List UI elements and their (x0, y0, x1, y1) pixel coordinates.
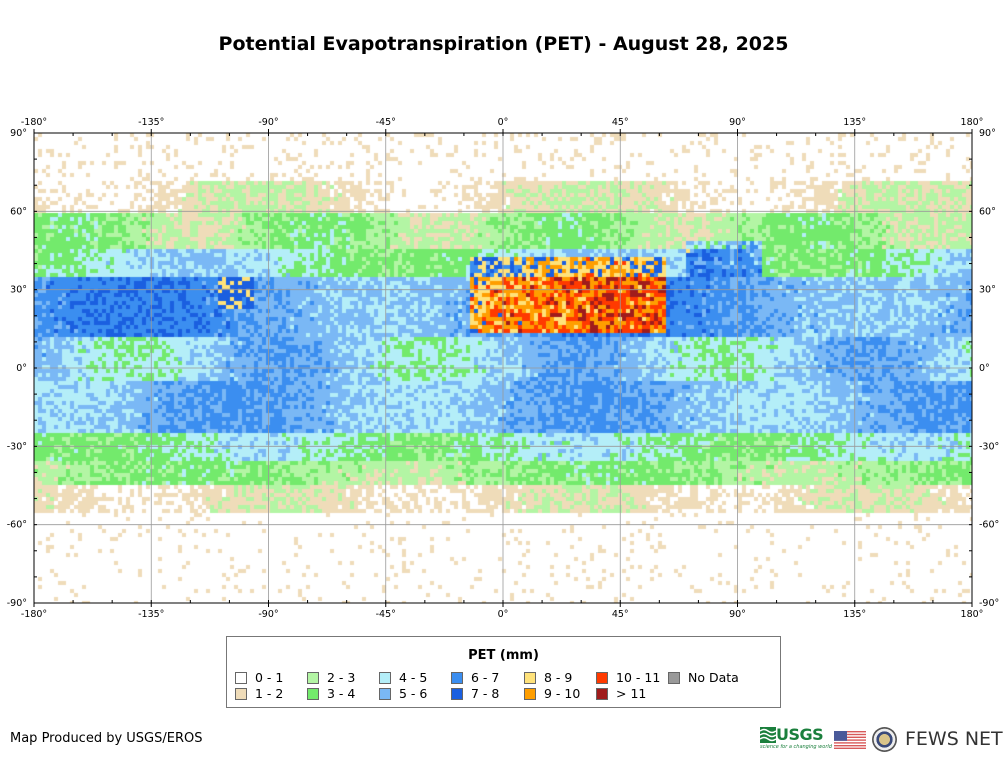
legend-label: 5 - 6 (399, 686, 428, 701)
lon-tick-label-top: 135° (843, 117, 866, 128)
legend-item: 5 - 6 (379, 686, 427, 701)
map-border (33, 132, 973, 604)
legend-item: 4 - 5 (379, 670, 427, 685)
legend-label: 8 - 9 (544, 670, 573, 685)
state-department-seal-icon (872, 727, 897, 752)
lon-tick-label-top: 180° (961, 117, 984, 128)
lon-tick-label-bottom: 45° (612, 609, 629, 620)
lat-tick-label-left: -90° (7, 598, 27, 609)
lon-tick-label-top: 45° (612, 117, 629, 128)
legend-swatch (379, 687, 391, 700)
legend-item: 9 - 10 (524, 686, 580, 701)
legend-swatch (307, 671, 319, 684)
lat-tick-label-left: 0° (16, 363, 27, 374)
legend-swatch (524, 687, 536, 700)
legend-swatch (235, 671, 247, 684)
legend-swatch (668, 671, 680, 684)
legend-swatch (524, 671, 536, 684)
lon-tick-label-top: 90° (729, 117, 746, 128)
legend-item: No Data (668, 670, 739, 685)
legend-swatch (307, 687, 319, 700)
legend-item: 2 - 3 (307, 670, 355, 685)
lon-tick-label-top: -90° (258, 117, 278, 128)
legend-label: 3 - 4 (327, 686, 356, 701)
legend-label: 7 - 8 (471, 686, 500, 701)
legend-swatch (451, 687, 463, 700)
legend-swatch (596, 687, 608, 700)
lon-tick-label-bottom: -90° (258, 609, 278, 620)
lon-tick-label-bottom: -135° (138, 609, 164, 620)
legend-swatch (596, 671, 608, 684)
legend-label: > 11 (616, 686, 647, 701)
legend-item: 10 - 11 (596, 670, 660, 685)
legend-item: 0 - 1 (235, 670, 283, 685)
lat-tick-label-right: -90° (979, 598, 999, 609)
lon-tick-label-bottom: 135° (843, 609, 866, 620)
lon-tick-label-top: -135° (138, 117, 164, 128)
lon-tick-label-bottom: -45° (376, 609, 396, 620)
lat-tick-label-left: 30° (10, 285, 27, 296)
usgs-logo: USGS science for a changing world (760, 725, 832, 750)
map-frame: -180° -180° -135° -135° -90° -90° -45° -45° 0° 0°… (7, 117, 1000, 620)
lon-tick-label-top: 0° (498, 117, 509, 128)
fews-net-logo: FEWS NET (905, 728, 1003, 750)
lon-tick-label-top: -180° (21, 117, 47, 128)
lon-tick-label-bottom: 0° (498, 609, 509, 620)
usgs-wave-icon (760, 727, 776, 743)
legend-title: PET (mm) (468, 648, 539, 663)
legend-swatch (235, 687, 247, 700)
legend-item: 8 - 9 (524, 670, 572, 685)
lat-tick-label-left: -30° (7, 441, 27, 452)
legend-item: 7 - 8 (451, 686, 499, 701)
map-title: Potential Evapotranspiration (PET) - Aug… (218, 33, 789, 55)
legend-item: 6 - 7 (451, 670, 499, 685)
lat-tick-label-right: 90° (979, 128, 996, 139)
lat-tick-label-left: 60° (10, 206, 27, 217)
legend-label: 10 - 11 (616, 670, 661, 685)
lat-tick-label-right: 60° (979, 206, 996, 217)
lat-tick-label-right: -30° (979, 441, 999, 452)
lon-tick-label-bottom: 180° (961, 609, 984, 620)
legend-label: 9 - 10 (544, 686, 581, 701)
lon-tick-label-bottom: -180° (21, 609, 47, 620)
lat-tick-label-right: -60° (979, 520, 999, 531)
us-flag-icon (834, 731, 866, 749)
legend-label: 2 - 3 (327, 670, 356, 685)
credit-text: Map Produced by USGS/EROS (10, 731, 203, 746)
legend-label: 1 - 2 (255, 686, 284, 701)
legend-item: 1 - 2 (235, 686, 283, 701)
legend-label: 0 - 1 (255, 670, 284, 685)
legend-label: 4 - 5 (399, 670, 428, 685)
lat-tick-label-right: 0° (979, 363, 990, 374)
lon-tick-label-bottom: 90° (729, 609, 746, 620)
legend-swatch (451, 671, 463, 684)
lat-tick-label-left: 90° (10, 128, 27, 139)
lat-tick-label-right: 30° (979, 285, 996, 296)
legend-label: No Data (688, 670, 739, 685)
legend-item: 3 - 4 (307, 686, 355, 701)
legend-swatch (379, 671, 391, 684)
lon-tick-label-top: -45° (376, 117, 396, 128)
legend-label: 6 - 7 (471, 670, 500, 685)
lat-tick-label-left: -60° (7, 520, 27, 531)
legend-item: > 11 (596, 686, 646, 701)
